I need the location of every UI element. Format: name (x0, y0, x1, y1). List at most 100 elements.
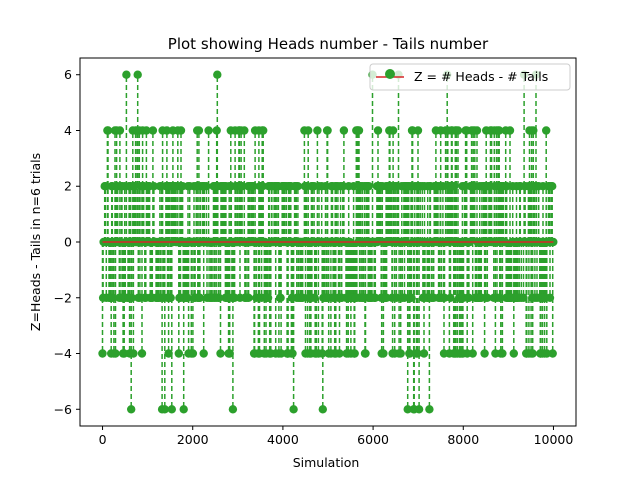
data-point (259, 126, 268, 135)
data-point (519, 293, 528, 302)
data-point (480, 349, 489, 358)
data-point (176, 126, 186, 135)
data-point (237, 182, 247, 191)
data-point (258, 182, 267, 191)
data-point (204, 126, 213, 135)
data-point (310, 293, 319, 302)
data-point (405, 349, 415, 358)
data-point (468, 349, 477, 358)
data-point (148, 126, 158, 135)
data-point (98, 349, 107, 358)
data-point (364, 182, 373, 191)
data-point (133, 70, 142, 79)
data-point (505, 126, 515, 135)
data-point (129, 349, 138, 358)
x-tick-label: 2000 (177, 432, 209, 447)
data-point (495, 293, 504, 302)
data-point (216, 349, 225, 358)
data-point (183, 293, 192, 302)
x-tick-label: 10000 (534, 432, 574, 447)
data-point (339, 126, 349, 135)
data-point (214, 293, 224, 302)
data-point (373, 126, 383, 135)
data-point (249, 182, 258, 191)
data-point (371, 293, 380, 302)
data-point (202, 182, 211, 191)
data-point (162, 126, 172, 135)
data-point (293, 182, 303, 191)
data-point (188, 349, 198, 358)
data-point (263, 293, 273, 302)
data-point (438, 182, 448, 191)
data-point (379, 349, 388, 358)
data-point (403, 405, 412, 414)
x-tick-label: 4000 (267, 432, 299, 447)
data-point (318, 405, 327, 414)
data-point (548, 182, 557, 191)
y-tick-label: −2 (54, 290, 72, 305)
data-point (228, 405, 238, 414)
data-point (167, 405, 176, 414)
data-point (244, 293, 253, 302)
data-point (179, 405, 188, 414)
data-point (288, 349, 297, 358)
y-tick-label: 4 (64, 123, 72, 138)
data-point (388, 126, 398, 135)
data-point (321, 182, 330, 191)
data-point (413, 349, 422, 358)
data-point (137, 349, 147, 358)
data-point (396, 349, 405, 358)
data-point (425, 405, 434, 414)
plot-area (98, 70, 558, 414)
data-point (528, 349, 537, 358)
data-point (548, 349, 557, 358)
y-axis-label: Z=Heads - Tails in n=6 trials (28, 153, 43, 331)
data-point (166, 293, 175, 302)
data-point (446, 293, 455, 302)
data-point (354, 126, 364, 135)
legend-frame (369, 63, 571, 91)
data-point (122, 70, 131, 79)
data-point (289, 405, 298, 414)
x-tick-label: 8000 (447, 432, 479, 447)
data-point (174, 349, 183, 358)
data-point (529, 126, 538, 135)
legend-marker-swatch (385, 69, 395, 79)
data-point (195, 293, 205, 302)
data-point (453, 126, 463, 135)
data-point (199, 349, 208, 358)
data-point (103, 126, 113, 135)
data-point (194, 126, 204, 135)
data-point (240, 126, 249, 135)
data-point (323, 126, 332, 135)
data-point (127, 293, 136, 302)
y-tick-label: 0 (64, 235, 72, 250)
data-point (407, 293, 416, 302)
y-tick-label: −4 (54, 346, 72, 361)
data-point (414, 405, 424, 414)
chart-title: Plot showing Heads number - Tails number (168, 35, 489, 53)
data-point (127, 405, 136, 414)
data-point (111, 349, 120, 358)
data-point (350, 349, 359, 358)
data-point (304, 126, 313, 135)
data-point (318, 349, 327, 358)
data-point (483, 293, 492, 302)
data-point (392, 293, 401, 302)
data-point (509, 349, 518, 358)
x-axis-label: Simulation (293, 455, 360, 470)
data-point (545, 293, 555, 302)
data-point (213, 70, 222, 79)
x-tick-label: 0 (99, 432, 107, 447)
data-point (361, 349, 370, 358)
data-point (164, 349, 173, 358)
data-point (419, 349, 429, 358)
data-point (349, 182, 358, 191)
data-point (495, 126, 504, 135)
data-point (464, 293, 474, 302)
data-point (149, 182, 159, 191)
stem-markers (98, 70, 558, 414)
data-point (400, 293, 409, 302)
data-point (130, 182, 139, 191)
